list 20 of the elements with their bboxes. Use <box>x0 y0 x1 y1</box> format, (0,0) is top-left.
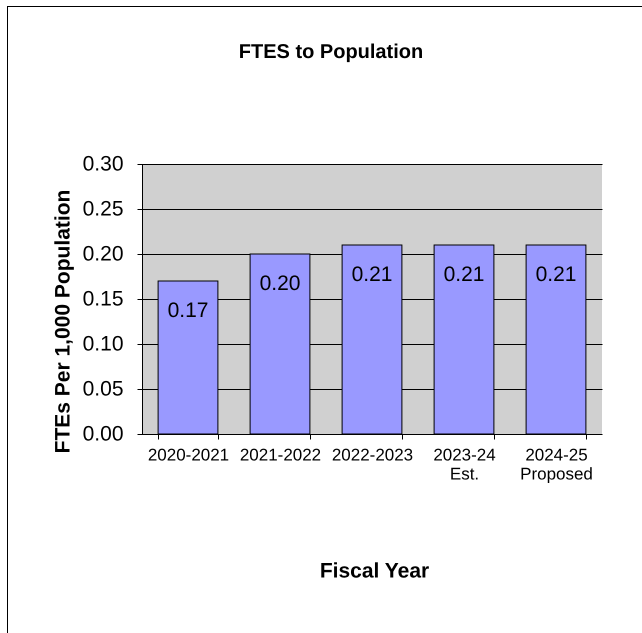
y-tick-label: 0.20 <box>82 242 124 266</box>
x-tick-label: 2021-2022 <box>240 446 322 464</box>
chart-title: FTES to Population <box>238 41 424 63</box>
y-tick-label: 0.30 <box>82 152 124 176</box>
data-label: 0.21 <box>352 263 392 286</box>
data-label: 0.21 <box>444 263 484 286</box>
x-tick-label: 2022-2023 <box>332 446 414 464</box>
x-tick-label: 2023-24 Est. <box>433 446 496 484</box>
y-tick-label: 0.10 <box>82 332 124 356</box>
data-label: 0.21 <box>536 263 576 286</box>
y-tick-label: 0.05 <box>82 378 124 400</box>
data-label: 0.20 <box>260 272 300 295</box>
y-tick-label: 0.15 <box>82 288 124 310</box>
y-axis-title: FTEs Per 1,000 Population <box>52 190 74 454</box>
y-tick-label: 0.25 <box>82 198 124 220</box>
y-tick-label: 0.00 <box>82 422 124 446</box>
x-tick-label: 2020-2021 <box>148 446 230 464</box>
x-tick-label: 2024-25 Proposed <box>520 446 593 484</box>
x-axis-title: Fiscal Year <box>320 560 430 582</box>
data-label: 0.17 <box>168 299 208 322</box>
